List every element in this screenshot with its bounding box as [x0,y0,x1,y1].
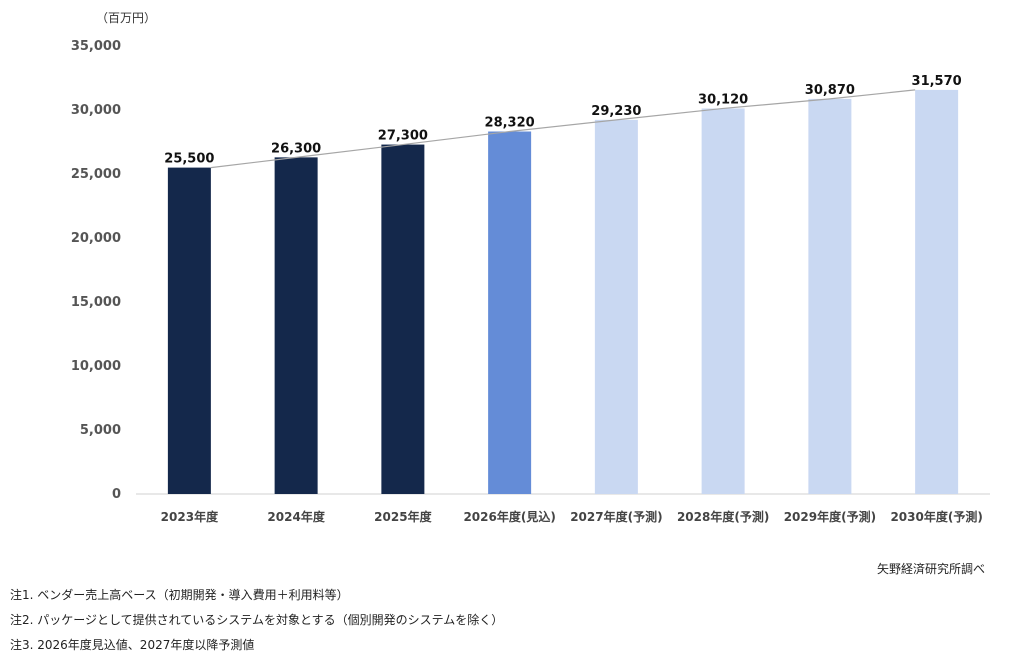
x-tick-label: 2029年度(予測) [784,509,876,524]
value-label: 25,500 [164,152,214,167]
note-1: 注1. ベンダー売上高ベース（初期開発・導入費用＋利用料等） [10,588,349,602]
bar-chart: 0 5,000 10,000 15,000 20,000 25,000 30,000 35,0… [71,39,990,524]
x-tick-label: 2027年度(予測) [570,509,662,524]
bar-7 [808,98,852,494]
y-tick-label: 20,000 [71,231,121,246]
value-label: 27,300 [378,129,428,144]
x-tick-label: 2028年度(予測) [677,509,769,524]
y-tick-label: 30,000 [71,103,121,118]
value-label: 26,300 [271,141,321,156]
note-3: 注3. 2026年度見込値、2027年度以降予測値 [10,638,255,652]
source-credit: 矢野経済研究所調べ [876,562,985,576]
y-axis-unit-label: （百万円） [96,11,157,25]
bar-3 [381,144,425,494]
y-tick-label: 0 [112,487,121,502]
bars [167,89,959,495]
trend-line [210,89,916,169]
x-tick-label: 2025年度 [374,509,432,524]
y-tick-label: 5,000 [80,423,121,438]
y-tick-label: 35,000 [71,39,121,54]
bar-6 [701,108,745,495]
y-tick-label: 10,000 [71,359,121,374]
y-axis-ticks: 0 5,000 10,000 15,000 20,000 25,000 30,000 35,0… [71,39,121,502]
value-label: 30,870 [805,83,855,98]
bar-1 [167,167,211,494]
y-tick-label: 25,000 [71,167,121,182]
value-label: 31,570 [912,74,962,89]
value-labels: 25,500 26,300 27,300 28,320 29,230 30,120 30,8… [164,74,961,167]
x-tick-label: 2024年度 [267,509,325,524]
bar-5 [594,119,638,494]
x-tick-label: 2030年度(予測) [890,509,982,524]
note-2: 注2. パッケージとして提供されているシステムを対象とする（個別開発のシステムを… [10,613,504,627]
bar-4 [488,131,532,494]
notes-block: 注1. ベンダー売上高ベース（初期開発・導入費用＋利用料等） 注2. パッケージ… [10,583,503,658]
bar-8 [915,89,959,495]
y-tick-label: 15,000 [71,295,121,310]
x-axis-labels: 2023年度 2024年度 2025年度 2026年度(見込) 2027年度(予測) 20… [161,509,983,524]
value-label: 30,120 [698,92,748,107]
bar-2 [274,157,318,495]
x-tick-label: 2026年度(見込) [463,509,555,524]
value-label: 29,230 [591,104,641,119]
x-tick-label: 2023年度 [161,509,219,524]
value-label: 28,320 [485,116,535,131]
